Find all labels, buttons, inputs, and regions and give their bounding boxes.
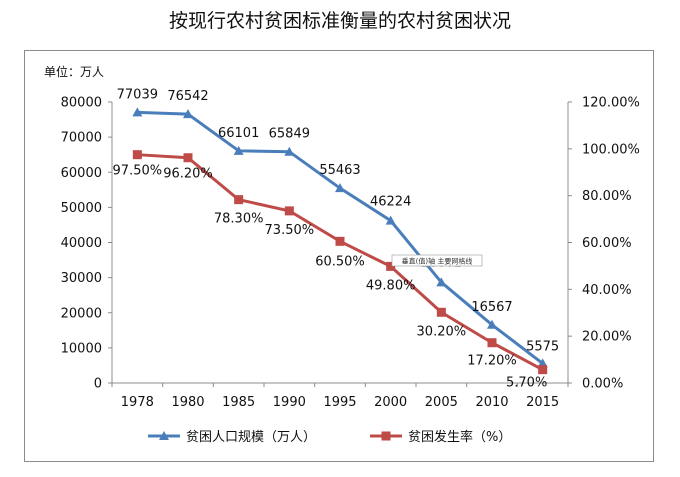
population-data-label: 76542 — [167, 89, 208, 104]
rate-data-label: 49.80% — [366, 278, 416, 293]
chart-frame[interactable] — [24, 50, 654, 462]
left-tick-label: 80000 — [61, 96, 102, 111]
tooltip-text: 垂直(值)轴 主要网格线 — [402, 257, 473, 266]
population-point[interactable] — [132, 107, 143, 117]
right-tick-label: 40.00% — [582, 283, 632, 298]
legend-marker-population[interactable] — [159, 431, 169, 440]
left-tick-label: 0 — [94, 377, 102, 392]
right-tick-label: 120.00% — [582, 96, 640, 111]
population-data-label: 66101 — [218, 126, 259, 141]
unit-label: 单位：万人 — [44, 64, 104, 79]
rate-point[interactable] — [487, 338, 497, 348]
population-point[interactable] — [385, 215, 396, 225]
page-title: 按现行农村贫困标准衡量的农村贫困状况 — [168, 10, 511, 32]
population-data-label: 77039 — [117, 87, 158, 102]
population-data-label: 5575 — [526, 339, 559, 354]
rate-data-label: 17.20% — [467, 354, 517, 369]
right-tick-label: 100.00% — [582, 142, 640, 157]
rate-data-label: 97.50% — [113, 164, 163, 179]
right-tick-label: 20.00% — [582, 330, 632, 345]
left-tick-label: 10000 — [61, 341, 102, 356]
x-tick-label: 1990 — [273, 395, 306, 410]
right-tick-label: 60.00% — [582, 236, 632, 251]
left-tick-label: 50000 — [61, 201, 102, 216]
population-data-label: 16567 — [471, 300, 512, 315]
rate-point[interactable] — [335, 236, 345, 246]
legend-marker-rate[interactable] — [381, 431, 391, 441]
left-tick-label: 20000 — [61, 306, 102, 321]
population-data-label: 55463 — [319, 163, 360, 178]
x-tick-label: 1978 — [121, 395, 154, 410]
rate-data-label: 96.20% — [163, 167, 213, 182]
rate-data-label: 78.30% — [214, 212, 264, 227]
population-point[interactable] — [183, 109, 193, 119]
population-point[interactable] — [233, 145, 244, 155]
x-tick-label: 2000 — [374, 395, 407, 410]
rate-point[interactable] — [234, 195, 244, 205]
x-tick-label: 1985 — [222, 395, 255, 410]
left-tick-label: 30000 — [61, 271, 102, 286]
rate-point[interactable] — [436, 307, 446, 317]
x-tick-label: 2015 — [526, 395, 559, 410]
x-tick-label: 1995 — [323, 395, 356, 410]
rate-point[interactable] — [284, 206, 294, 216]
population-point[interactable] — [284, 146, 295, 156]
legend-label-population[interactable]: 贫困人口规模（万人） — [186, 429, 316, 445]
rate-point[interactable] — [538, 365, 548, 375]
tooltip-box — [391, 254, 483, 267]
rate-point[interactable] — [386, 261, 396, 271]
legend-label-rate[interactable]: 贫困发生率（%） — [408, 429, 511, 445]
population-point[interactable] — [436, 277, 447, 287]
rate-point[interactable] — [132, 150, 142, 160]
x-tick-label: 2010 — [475, 395, 508, 410]
x-tick-label: 1980 — [171, 395, 204, 410]
rate-point[interactable] — [183, 153, 193, 163]
rate-data-label: 60.50% — [315, 254, 365, 269]
right-tick-label: 80.00% — [582, 189, 632, 204]
population-data-label: 46224 — [370, 195, 411, 210]
population-point[interactable] — [487, 319, 497, 329]
population-point[interactable] — [335, 183, 345, 193]
rate-data-label: 5.70% — [506, 376, 547, 391]
x-tick-label: 2005 — [425, 395, 458, 410]
left-tick-label: 70000 — [61, 131, 102, 146]
left-tick-label: 60000 — [61, 166, 102, 181]
left-tick-label: 40000 — [61, 236, 102, 251]
right-tick-label: 0.00% — [582, 377, 623, 392]
population-data-label: 65849 — [269, 127, 310, 142]
rate-data-label: 73.50% — [265, 223, 315, 238]
rate-data-label: 30.20% — [417, 324, 467, 339]
